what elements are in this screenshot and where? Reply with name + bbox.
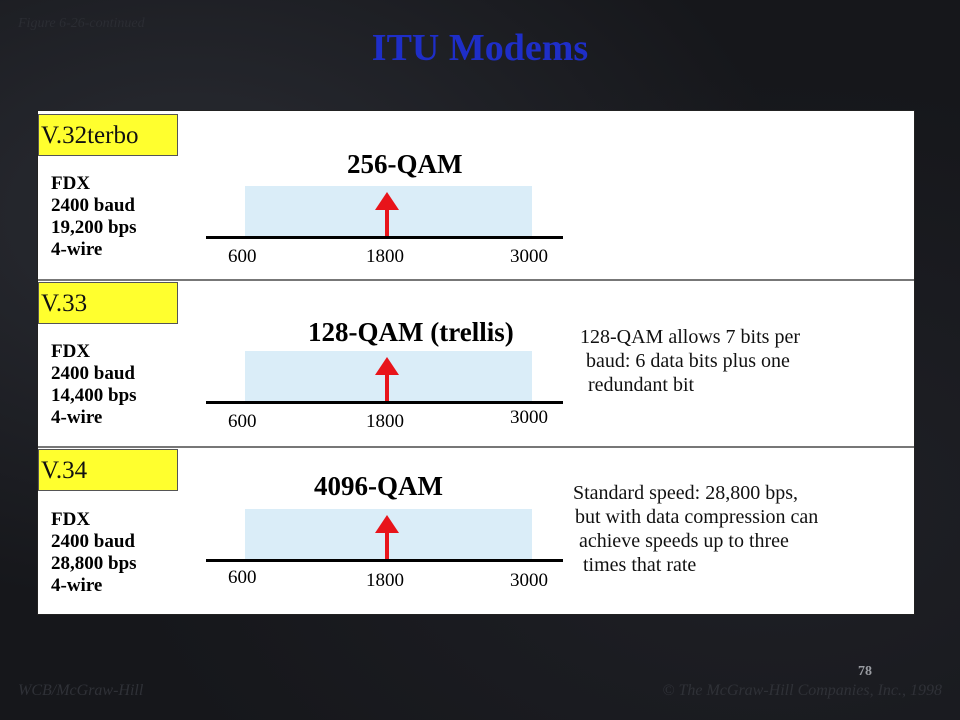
spec-bps: 28,800 bps [51,553,137,574]
modem-name-v34: V.34 [38,449,178,491]
carrier-arrow-icon [375,192,399,236]
modem-note: Standard speed: 28,800 bps, but with dat… [573,481,818,577]
slide-title: ITU Modems [371,27,589,69]
modem-name-v33: V.33 [38,282,178,324]
footer-copyright: © The McGraw-Hill Companies, Inc., 1998 [662,682,942,699]
spec-baud: 2400 baud [51,531,135,552]
tick-label: 1800 [366,411,404,432]
tick-label: 3000 [510,407,548,428]
note-line: 128-QAM allows 7 bits per [580,326,800,348]
section-divider [38,446,914,448]
tick-label: 600 [228,411,257,432]
tick-label: 600 [228,567,257,588]
spec-duplex: FDX [51,341,91,362]
modem-name-v32terbo: V.32terbo [38,114,178,156]
tick-label: 1800 [366,570,404,591]
note-line: Standard speed: 28,800 bps, [573,482,798,504]
figure-caption: Figure 6-26-continued [18,16,145,31]
carrier-arrow-icon [375,515,399,559]
spec-baud: 2400 baud [51,195,135,216]
modem-table: V.32terbo FDX 2400 baud 19,200 bps 4-wir… [37,110,915,615]
tick-label: 3000 [510,246,548,267]
modem-specs: FDX 2400 baud 28,800 bps 4-wire [51,509,137,597]
frequency-axis [206,559,563,562]
spec-duplex: FDX [51,173,91,194]
spec-wiring: 4-wire [51,407,103,428]
section-divider [38,279,914,281]
note-line: redundant bit [588,374,695,396]
modulation-label: 256-QAM [347,149,463,179]
modem-specs: FDX 2400 baud 14,400 bps 4-wire [51,341,137,429]
spec-duplex: FDX [51,509,91,530]
tick-label: 3000 [510,570,548,591]
modem-specs: FDX 2400 baud 19,200 bps 4-wire [51,173,137,261]
note-line: but with data compression can [575,506,819,528]
frequency-axis [206,401,563,404]
spec-bps: 19,200 bps [51,217,137,238]
spec-baud: 2400 baud [51,363,135,384]
note-line: achieve speeds up to three [579,530,789,552]
tick-label: 600 [228,246,257,267]
frequency-axis [206,236,563,239]
note-line: baud: 6 data bits plus one [586,350,790,372]
modem-note: 128-QAM allows 7 bits per baud: 6 data b… [580,325,800,397]
footer-publisher: WCB/McGraw-Hill [18,682,144,699]
modulation-label: 4096-QAM [314,471,443,501]
spec-wiring: 4-wire [51,575,103,596]
carrier-arrow-icon [375,357,399,401]
note-line: times that rate [583,554,697,576]
page-number: 78 [858,664,872,679]
tick-label: 1800 [366,246,404,267]
spec-bps: 14,400 bps [51,385,137,406]
modulation-label: 128-QAM (trellis) [308,317,514,347]
spec-wiring: 4-wire [51,239,103,260]
